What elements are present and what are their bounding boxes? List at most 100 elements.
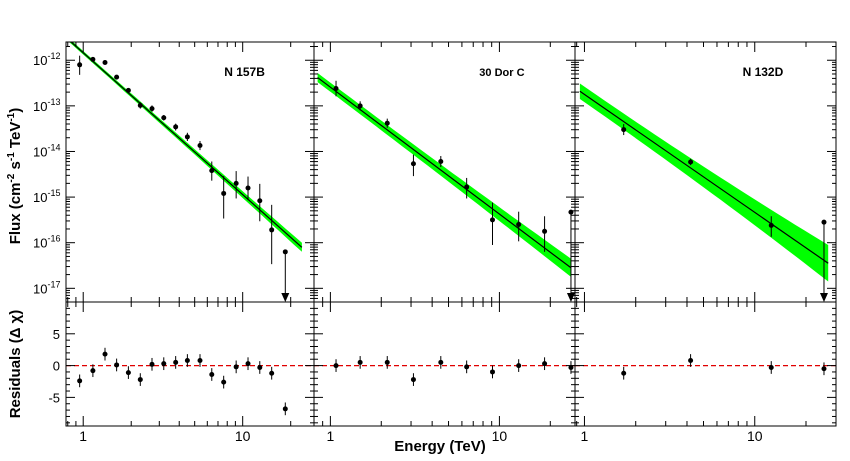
fit-line — [70, 42, 303, 248]
flux-point — [114, 74, 120, 80]
panels-group: N 157B 1 10 30 Dor C 1 10 N 132D 1 10 — [65, 41, 837, 444]
residual-point — [102, 351, 108, 357]
residual-panel-frame — [574, 301, 837, 427]
flux-panel-frame — [65, 41, 315, 303]
residuals-y-axis-title: Residuals (Δ χ) — [7, 310, 24, 419]
flux-tick-label: 10-16 — [33, 234, 60, 251]
panel-n-132d: N 132D 1 10 — [574, 41, 837, 444]
panel-label: N 157B — [224, 65, 265, 79]
residual-point — [221, 379, 227, 385]
flux-point — [149, 106, 155, 112]
x-tick-label: 10 — [492, 428, 508, 444]
fit-line — [579, 90, 829, 264]
flux-tick-label: 10-15 — [33, 188, 60, 205]
flux-point — [184, 134, 190, 140]
upper-limit-arrow — [819, 293, 828, 302]
flux-y-axis-title: Flux (cm-2 s-1 TeV-1) — [6, 108, 24, 245]
flux-tick-label: 10-17 — [33, 279, 60, 296]
x-tick-label: 1 — [326, 428, 334, 444]
flux-tick-label: 10-12 — [33, 51, 60, 68]
residual-point — [197, 358, 203, 364]
residual-point — [357, 359, 363, 365]
x-tick-label: 10 — [747, 428, 763, 444]
residual-point — [489, 369, 495, 375]
residual-point — [568, 364, 574, 370]
flux-point — [489, 217, 495, 223]
residual-point — [114, 362, 120, 368]
residual-point — [233, 364, 239, 370]
residual-tick-label: 5 — [53, 327, 60, 342]
residual-point — [621, 370, 627, 376]
residual-point — [173, 359, 179, 365]
flux-point — [221, 190, 227, 196]
flux-point — [357, 103, 363, 109]
residual-tick-label: 0 — [53, 359, 60, 374]
flux-point — [233, 180, 239, 186]
fit-error-band — [69, 42, 302, 252]
flux-point — [257, 198, 263, 204]
x-tick-label: 1 — [79, 428, 87, 444]
residual-point — [209, 371, 215, 377]
panel-label: N 132D — [743, 65, 784, 79]
x-tick-label: 1 — [581, 428, 589, 444]
residual-point — [333, 363, 339, 369]
flux-point — [768, 222, 774, 228]
residual-point — [542, 361, 548, 367]
flux-point — [269, 227, 275, 233]
residual-point — [438, 359, 444, 365]
upper-limit-arrow — [281, 293, 290, 302]
flux-point — [102, 60, 108, 66]
residual-point — [688, 358, 694, 364]
y-axis-tick-labels: 10-12 10-13 10-14 10-15 10-16 10-17 5 0 -5 — [33, 51, 60, 405]
residual-point — [161, 361, 167, 367]
panel-plot-area — [579, 83, 829, 282]
flux-point — [542, 228, 548, 234]
fit-line — [317, 77, 572, 269]
residual-point — [125, 370, 131, 376]
flux-point — [621, 127, 627, 133]
residual-point — [516, 363, 522, 369]
flux-point — [77, 62, 83, 68]
residual-point — [821, 366, 827, 372]
residual-point — [149, 361, 155, 367]
residual-point — [245, 361, 251, 367]
flux-y-axis-label: Flux (cm-2 s-1 TeV-1) — [6, 108, 24, 245]
flux-point — [125, 87, 131, 93]
flux-point — [333, 86, 339, 92]
panel-plot-area — [69, 42, 303, 265]
residual-point — [184, 358, 190, 364]
flux-point — [464, 184, 470, 190]
fit-error-band — [579, 83, 829, 282]
flux-point — [516, 221, 522, 227]
flux-point — [161, 115, 167, 121]
fit-error-band — [317, 73, 571, 277]
upper-limit-arrow — [566, 293, 575, 302]
flux-point — [173, 124, 179, 130]
residual-point — [384, 359, 390, 365]
x-axis-title: Energy (TeV) — [394, 438, 485, 455]
residual-panel-frame — [313, 301, 576, 427]
panel-30-dor-c: 30 Dor C 1 10 — [313, 41, 576, 444]
panel-n-157b: N 157B 1 10 — [65, 41, 315, 444]
residual-point — [768, 364, 774, 370]
flux-tick-label: 10-14 — [33, 142, 60, 159]
residual-point — [90, 368, 96, 374]
residual-point — [77, 378, 83, 384]
flux-point — [410, 161, 416, 167]
flux-point — [384, 120, 390, 126]
flux-tick-label: 10-13 — [33, 97, 60, 114]
residual-point — [282, 406, 288, 412]
panel-plot-area — [317, 73, 572, 277]
flux-point — [688, 159, 694, 165]
x-tick-label: 10 — [235, 428, 251, 444]
residual-panel-frame — [65, 301, 315, 427]
residual-point — [410, 377, 416, 383]
flux-point — [197, 143, 203, 149]
panel-label: 30 Dor C — [479, 67, 524, 79]
flux-point — [137, 102, 143, 108]
residual-point — [257, 364, 263, 370]
residual-point — [137, 377, 143, 383]
residual-point — [269, 370, 275, 376]
